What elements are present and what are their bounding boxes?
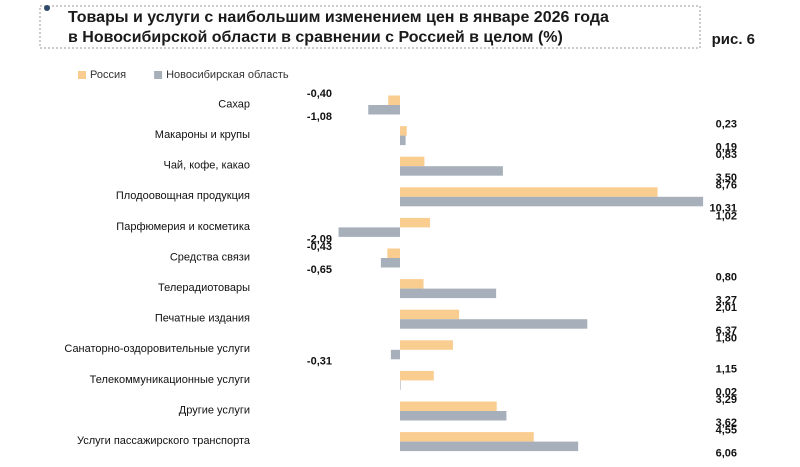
bar (390, 349, 400, 360)
bar (400, 319, 588, 329)
value-label: 8,76 (716, 180, 737, 192)
chart-title: Товары и услуги с наибольшим изменением … (68, 9, 609, 26)
value-label: 3,27 (716, 295, 737, 307)
category-label: Санаторно-оздоровительные услуги (64, 343, 250, 355)
value-label: 0,83 (716, 149, 737, 161)
bar (400, 309, 460, 320)
value-label: 1,02 (716, 210, 737, 222)
value-label: -0,31 (307, 356, 332, 368)
bar (400, 196, 704, 207)
legend-swatch (154, 71, 163, 79)
bar (387, 248, 400, 258)
category-label: Телерадиотовары (158, 282, 250, 294)
category-label: Парфюмерия и косметика (116, 221, 251, 233)
value-label: 0,23 (716, 119, 737, 131)
value-label: 6,06 (716, 448, 737, 460)
title-frame (39, 5, 701, 49)
value-label: 1,15 (716, 363, 737, 375)
value-label: -1,08 (307, 111, 332, 123)
category-label: Макароны и крупы (155, 129, 250, 141)
bar (400, 156, 425, 167)
category-label: Средства связи (170, 251, 250, 263)
bar (400, 432, 534, 442)
value-label: 0,80 (716, 272, 737, 284)
chart-title: в Новосибирской области в сравнении с Ро… (68, 29, 563, 46)
bar (400, 135, 406, 146)
bar (400, 441, 579, 452)
bar (400, 217, 430, 228)
category-label: Услуги пассажирского транспорта (77, 435, 251, 447)
figure-label: рис. 6 (712, 31, 755, 48)
value-label: 4,55 (716, 425, 737, 437)
bar (400, 380, 401, 390)
value-label: 10,31 (709, 203, 737, 215)
legend-swatch (78, 71, 86, 79)
value-label: 2,01 (716, 302, 737, 314)
value-label: 1,80 (716, 333, 737, 345)
value-label: -0,43 (307, 241, 332, 253)
bar (380, 258, 400, 268)
category-label: Сахар (218, 98, 250, 110)
value-label: -0,65 (307, 264, 332, 276)
bar (400, 288, 497, 299)
bar (400, 411, 507, 421)
value-label: 0,19 (716, 142, 737, 154)
value-label: -0,40 (307, 88, 332, 100)
category-label: Другие услуги (179, 404, 250, 416)
bar (368, 105, 400, 115)
value-label: 6,37 (716, 325, 737, 337)
value-label: -2,09 (307, 233, 332, 245)
bar (400, 166, 503, 176)
bar (400, 401, 497, 411)
category-label: Чай, кофе, какао (163, 160, 250, 172)
legend-label: Новосибирская область (166, 69, 289, 81)
bar (400, 126, 407, 136)
bar (388, 95, 400, 105)
bar (400, 370, 434, 381)
value-label: 0,02 (716, 386, 737, 398)
value-label: 3,29 (716, 394, 737, 406)
legend-label: Россия (90, 69, 126, 81)
title-bullet (44, 5, 50, 11)
bar (400, 187, 658, 197)
bar (400, 340, 453, 350)
bar (400, 279, 424, 289)
value-label: 3,50 (716, 172, 737, 184)
category-label: Печатные издания (155, 313, 250, 325)
category-label: Телекоммуникационные услуги (90, 374, 250, 386)
value-label: 3,62 (716, 417, 737, 429)
bar (338, 227, 400, 237)
category-label: Плодоовощная продукция (116, 190, 250, 202)
